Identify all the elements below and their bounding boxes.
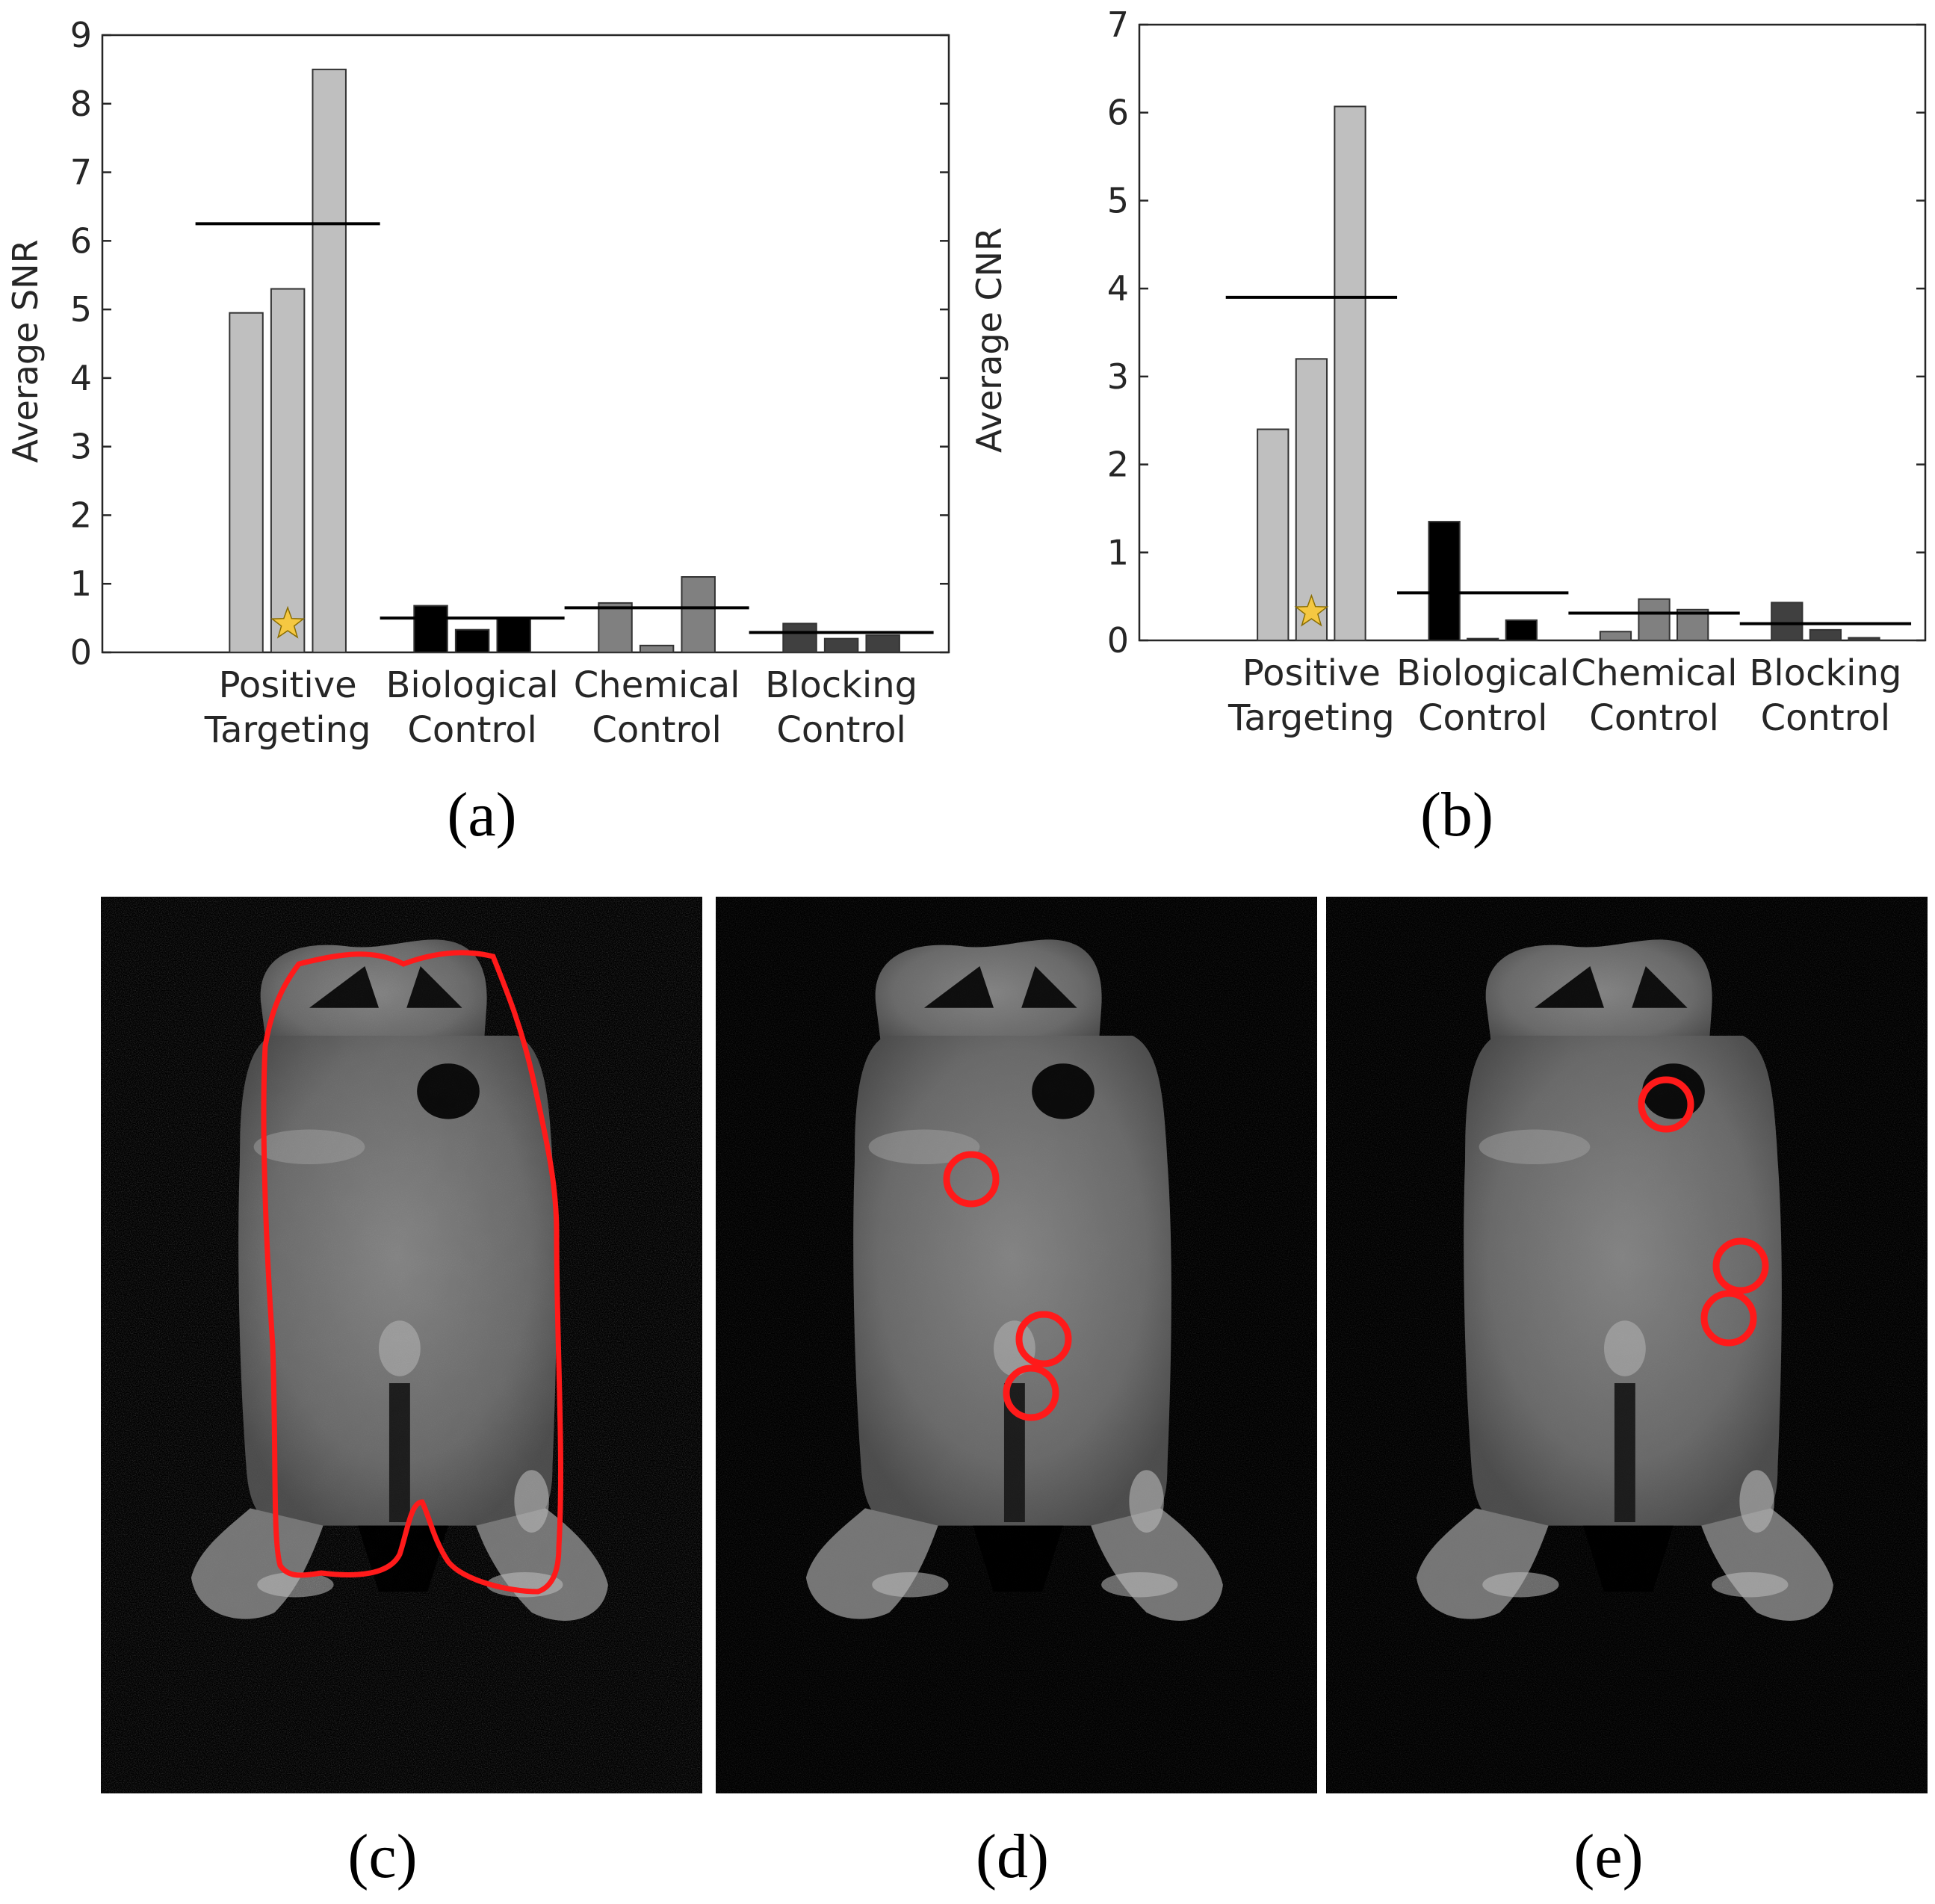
star-marker: [1294, 593, 1329, 627]
chart-cnr: 0 1 2 3 4 5 6 7 Average CNR PositiveTargetingBiol…: [969, 4, 1927, 850]
image-panel-e: [1326, 897, 1928, 1793]
bar: [1638, 598, 1671, 641]
roi-circle: [943, 1151, 1000, 1208]
image-panel-c: [101, 897, 702, 1793]
y-tick-label: 5: [70, 289, 92, 330]
bar: [1505, 619, 1538, 642]
y-tick-label: 2: [1107, 445, 1129, 485]
bar: [639, 644, 675, 653]
x-tick-label: Blocking: [765, 664, 917, 706]
panel-label-e: (e): [1573, 1822, 1643, 1891]
bar: [1677, 608, 1709, 641]
bar: [496, 617, 531, 653]
y-tick-label: 1: [70, 563, 92, 604]
y-tick-label: 2: [70, 495, 92, 535]
x-tick-label: Biological: [386, 664, 558, 706]
bar: [1295, 358, 1328, 641]
bar: [1848, 637, 1880, 641]
x-tick-label: Chemical: [1571, 652, 1738, 694]
y-tick-label: 3: [1107, 356, 1129, 397]
y-tick-label: 3: [70, 427, 92, 467]
roi-circle: [1015, 1311, 1072, 1367]
roi-circle: [1712, 1237, 1769, 1294]
bar: [1599, 631, 1632, 642]
roi-circle: [1638, 1076, 1694, 1133]
bar: [454, 628, 490, 653]
y-tick-label: 1: [1107, 532, 1129, 572]
x-tick-label: Biological: [1396, 652, 1569, 694]
y-tick-label: 4: [70, 358, 92, 398]
y-tick-label: 6: [70, 220, 92, 261]
bar: [1334, 105, 1366, 641]
roi-circle: [1700, 1290, 1757, 1347]
y-tick-label: 9: [70, 15, 92, 55]
bar: [598, 602, 633, 653]
y-tick-label: 5: [1107, 180, 1129, 220]
bar: [1467, 637, 1499, 641]
x-tick-label: Control: [776, 709, 906, 751]
bar: [270, 288, 306, 653]
x-tick-label: Blocking: [1749, 652, 1901, 694]
roi-circle: [1003, 1364, 1059, 1421]
x-tick-label: Control: [592, 709, 722, 751]
x-tick-label: Control: [1761, 697, 1891, 739]
bar: [229, 312, 264, 653]
y-tick-label: 6: [1107, 93, 1129, 133]
x-tick-label: Control: [1589, 697, 1719, 739]
x-tick-label: Chemical: [574, 664, 740, 706]
bar: [312, 68, 347, 653]
x-tick-label: Control: [1418, 697, 1548, 739]
y-axis-label: Average CNR: [969, 227, 1009, 453]
bar: [782, 622, 817, 653]
panel-label: (b): [1420, 780, 1493, 850]
y-tick-label: 0: [1107, 620, 1129, 661]
panel-label-d: (d): [976, 1822, 1049, 1891]
x-tick-label: Positive: [1242, 652, 1381, 694]
y-tick-label: 0: [70, 632, 92, 673]
bar: [681, 576, 716, 653]
bar: [865, 634, 900, 653]
bar: [1809, 628, 1842, 641]
y-tick-label: 7: [70, 152, 92, 193]
x-tick-label: Control: [407, 709, 537, 751]
x-tick-label: Positive: [219, 664, 357, 706]
panel-label-c: (c): [347, 1822, 417, 1891]
image-panel-d: [716, 897, 1317, 1793]
y-axis-label: Average SNR: [5, 239, 46, 463]
y-tick-label: 8: [70, 84, 92, 124]
y-tick-label: 7: [1107, 4, 1129, 45]
bar: [413, 605, 448, 654]
y-tick-label: 4: [1107, 268, 1129, 309]
x-tick-label: Targeting: [204, 709, 371, 751]
body-outline-roi: [261, 950, 563, 1595]
panel-label: (a): [447, 780, 516, 850]
bar: [1771, 602, 1804, 642]
bar: [823, 637, 859, 654]
star-marker: [270, 605, 306, 639]
x-tick-label: Targeting: [1227, 697, 1395, 739]
bar: [1428, 521, 1461, 641]
bar: [1257, 428, 1290, 641]
